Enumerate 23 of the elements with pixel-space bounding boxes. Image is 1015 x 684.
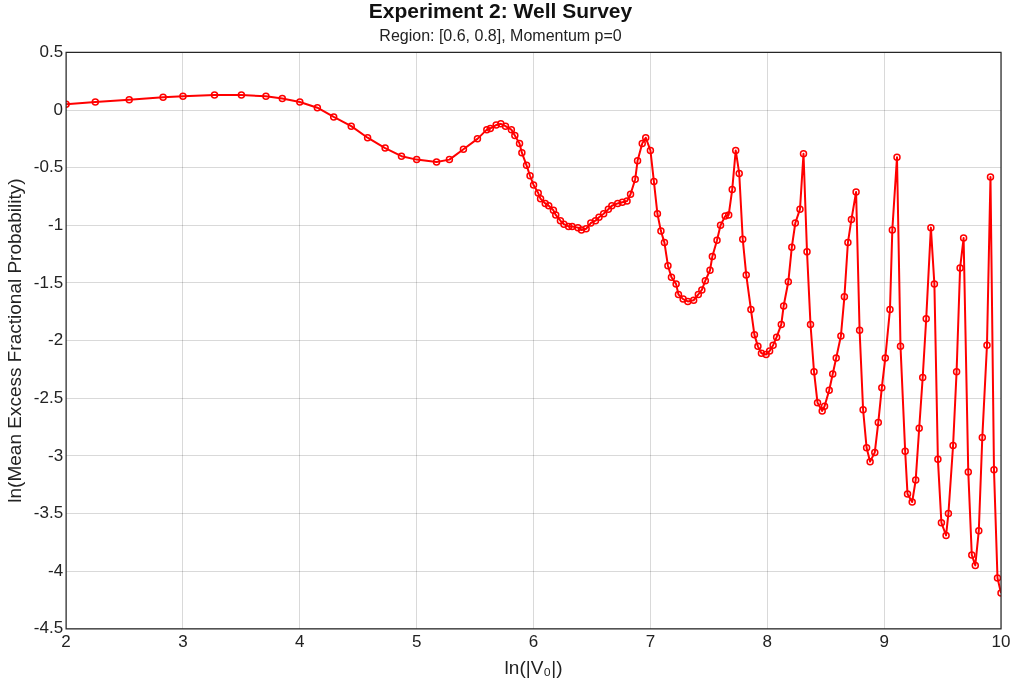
x-tick-label: 7 bbox=[645, 631, 656, 651]
y-tick-label: -2.5 bbox=[33, 387, 64, 407]
y-tick-label: -0.5 bbox=[33, 157, 64, 177]
x-tick-label: 5 bbox=[411, 631, 422, 651]
x-tick-label: 9 bbox=[879, 631, 889, 651]
y-tick-label: -3.5 bbox=[33, 503, 64, 523]
chart-subtitle: Region: [0.6, 0.8], Momentum p=0 bbox=[379, 27, 622, 45]
y-axis-title: ln(Mean Excess Fractional Probability) bbox=[3, 178, 25, 503]
x-tick-label: 3 bbox=[178, 631, 188, 651]
y-tick-label: -3 bbox=[47, 445, 64, 465]
x-tick-label: 6 bbox=[528, 631, 539, 651]
y-tick-label: 0 bbox=[53, 99, 64, 119]
x-tick-label: 4 bbox=[295, 631, 305, 651]
y-tick-label: -4 bbox=[47, 560, 64, 580]
y-tick-label: 0.5 bbox=[39, 42, 64, 62]
x-tick-label: 2 bbox=[61, 631, 71, 651]
x-tick-label: 10 bbox=[991, 631, 1011, 651]
x-axis-title: ln(|V₀|) bbox=[504, 656, 563, 678]
y-tick-label: -2 bbox=[47, 330, 64, 350]
y-tick-label: -1.5 bbox=[33, 272, 64, 292]
x-tick-label: 8 bbox=[762, 631, 773, 651]
chart-title: Experiment 2: Well Survey bbox=[368, 0, 633, 23]
y-tick-label: -1 bbox=[47, 215, 64, 235]
